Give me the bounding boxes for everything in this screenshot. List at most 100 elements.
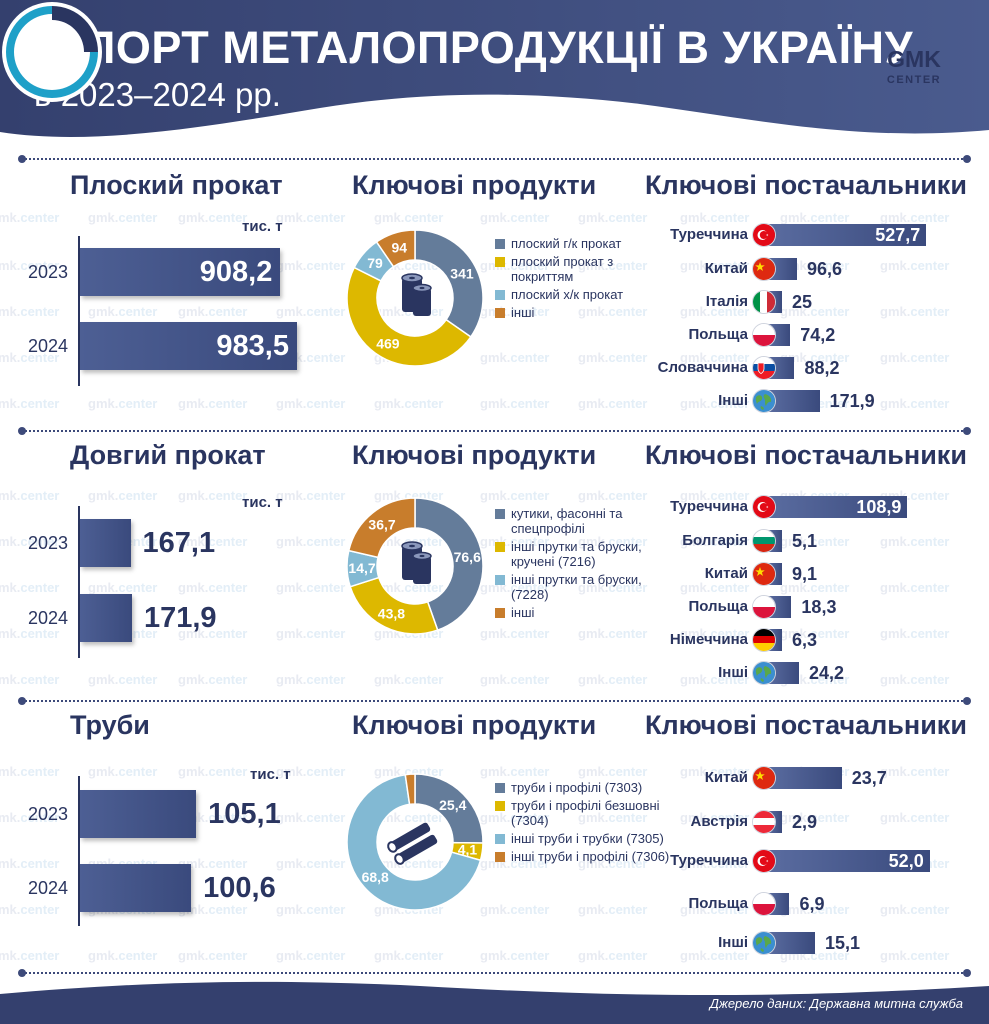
steel-coils-icon — [401, 541, 432, 584]
supplier-value: 23,7 — [851, 768, 887, 788]
supplier-name: Туреччина — [670, 852, 748, 869]
legend-swatch — [495, 801, 505, 811]
year-bar — [80, 594, 132, 642]
watermark: gmk.center — [480, 856, 550, 871]
watermark: gmk.center — [480, 810, 550, 825]
watermark: gmk.center — [578, 948, 648, 963]
year-bar — [80, 790, 197, 838]
supplier-name: Німеччина — [669, 631, 748, 648]
watermark: gmk.center — [680, 580, 750, 595]
legend-label: інші труби і трубки (7305) — [511, 831, 664, 846]
supplier-name: Польща — [688, 598, 748, 615]
supplier-value: 88,2 — [804, 358, 840, 378]
legend-swatch — [495, 608, 505, 618]
watermark: gmk.center — [0, 672, 60, 687]
flat-title: Плоский прокат — [70, 170, 283, 200]
supplier-value: 6,3 — [792, 630, 818, 650]
watermark: gmk.center — [0, 258, 60, 273]
supplier-value: 15,1 — [824, 933, 860, 953]
donut-value-label: 341 — [450, 265, 474, 281]
supplier-name: Туреччина — [670, 226, 748, 243]
supplier-name: Польща — [688, 895, 748, 912]
year-bar-value: 908,2 — [199, 256, 273, 288]
year-bar-value: 171,9 — [143, 602, 217, 634]
supplier-name: Інші — [718, 664, 748, 681]
supplier-value: 74,2 — [800, 325, 836, 345]
gmk-logo-icon — [2, 2, 102, 102]
watermark: gmk.center — [88, 488, 158, 503]
watermark: gmk.center — [88, 948, 158, 963]
divider-bottom — [18, 969, 971, 977]
watermark: gmk.center — [680, 626, 750, 641]
supplier-name: Словаччина — [657, 359, 748, 376]
watermark: gmk.center — [276, 304, 346, 319]
poland-flag-icon — [753, 893, 775, 915]
watermark: gmk.center — [578, 350, 648, 365]
donut-value-label: 4,1 — [458, 842, 478, 858]
watermark: gmk.center — [880, 580, 950, 595]
donut-value-label: 469 — [376, 336, 400, 352]
watermark: gmk.center — [880, 948, 950, 963]
watermark: gmk.center — [88, 210, 158, 225]
donut-value-label: 76,6 — [454, 549, 481, 565]
flat-axis — [78, 236, 80, 386]
supplier-bar — [768, 932, 815, 954]
donut-value-label: 36,7 — [368, 516, 395, 532]
watermark: gmk.center — [780, 626, 850, 641]
supplier-value: 18,3 — [801, 597, 837, 617]
watermark: gmk.center — [780, 580, 850, 595]
globe-icon — [753, 390, 775, 412]
legend-label: труби і профілі безшовні (7304) — [511, 798, 660, 828]
supplier-name: Інші — [718, 934, 748, 951]
supplier-name: Китай — [704, 769, 748, 786]
legend-item: кутики, фасонні та спецпрофілі — [495, 506, 675, 536]
supplier-bar — [768, 496, 908, 518]
china-flag-icon — [753, 258, 775, 280]
watermark: gmk.center — [276, 396, 346, 411]
legend-label: труби і профілі (7303) — [511, 780, 643, 795]
watermark: gmk.center — [276, 764, 346, 779]
legend-item: інші — [495, 305, 675, 320]
pipes-title: Труби — [70, 710, 150, 740]
supplier-bar — [768, 662, 799, 684]
donut-slice — [346, 266, 472, 367]
watermark: gmk.center — [178, 626, 248, 641]
year-label: 2023 — [28, 262, 69, 282]
supplier-bar — [768, 767, 842, 789]
watermark: gmk.center — [0, 580, 60, 595]
legend-label: інші труби і профілі (7306) — [511, 849, 670, 864]
watermark: gmk.center — [88, 304, 158, 319]
supplier-value: 171,9 — [829, 391, 875, 411]
supplier-value: 52,0 — [888, 851, 924, 871]
year-label: 2024 — [28, 878, 69, 898]
watermark: gmk.center — [0, 902, 60, 917]
donut-slice — [404, 773, 416, 806]
flat-donut: 341 469 79 94 — [346, 229, 484, 367]
watermark: gmk.center — [0, 210, 60, 225]
flat-products-title: Ключові продукти — [352, 170, 597, 200]
long-title: Довгий прокат — [70, 440, 266, 470]
watermark: gmk.center — [680, 488, 750, 503]
watermark: gmk.center — [178, 304, 248, 319]
poland-flag-icon — [753, 324, 775, 346]
legend-item: плоский г/к прокат — [495, 236, 675, 251]
logo-text: GMK — [887, 46, 941, 72]
china-flag-icon — [753, 563, 775, 585]
supplier-bar — [768, 390, 820, 412]
legend-label: кутики, фасонні та спецпрофілі — [511, 506, 623, 536]
watermark: gmk.center — [276, 672, 346, 687]
long-donut: 76,6 43,8 14,7 36,7 — [346, 497, 484, 635]
watermark: gmk.center — [0, 350, 60, 365]
legend-label: плоский г/к прокат — [511, 236, 622, 251]
china-flag-icon — [753, 767, 775, 789]
watermark: gmk.center — [578, 764, 648, 779]
pipes-products-title: Ключові продукти — [352, 710, 597, 740]
watermark: gmk.center — [880, 534, 950, 549]
donut-value-label: 68,8 — [362, 869, 389, 885]
header-banner: ІМПОРТ МЕТАЛОПРОДУКЦІЇ В УКРАЇНУ в 2023–… — [0, 0, 989, 160]
watermark: gmk.center — [578, 304, 648, 319]
legend-item: труби і профілі безшовні (7304) — [495, 798, 675, 828]
watermark: gmk.center — [88, 672, 158, 687]
flat-legend: плоский г/к прокат плоский прокат з покри… — [495, 236, 675, 323]
donut-value-label: 94 — [392, 239, 408, 255]
